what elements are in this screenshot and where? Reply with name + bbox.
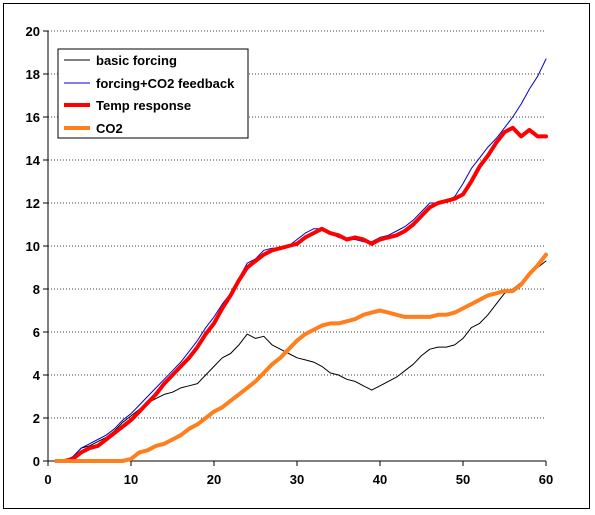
series-line-0	[55, 260, 547, 462]
y-tick-label: 16	[26, 110, 40, 125]
y-tick-label: 10	[26, 239, 40, 254]
grid-lines	[48, 30, 546, 419]
x-tick-label: 10	[124, 472, 138, 487]
y-tick-label: 20	[26, 24, 40, 39]
y-tick-label: 0	[33, 454, 40, 469]
x-tick-label: 60	[539, 472, 553, 487]
series-line-3	[54, 252, 548, 463]
series-line-1	[55, 58, 547, 462]
legend-label: Temp response	[96, 98, 191, 113]
y-tick-label: 6	[33, 325, 40, 340]
y-tick-label: 4	[33, 368, 41, 383]
x-tick-label: 50	[456, 472, 470, 487]
legend-label: CO2	[96, 121, 123, 136]
y-tick-label: 2	[33, 411, 40, 426]
legend: basic forcing forcing+CO2 feedback Temp re…	[57, 48, 249, 139]
y-tick-label: 8	[33, 282, 40, 297]
series-line-2	[54, 125, 548, 463]
x-tick-label: 30	[290, 472, 304, 487]
axes: 0 2 4 6 8 10 12 14 16 18 20 0 10 20 30 40 50 60	[26, 24, 554, 487]
legend-label: basic forcing	[96, 53, 177, 68]
x-tick-label: 0	[44, 472, 51, 487]
x-tick-label: 20	[207, 472, 221, 487]
x-tick-label: 40	[373, 472, 387, 487]
legend-label: forcing+CO2 feedback	[96, 76, 235, 91]
y-tick-label: 14	[26, 153, 41, 168]
y-tick-label: 12	[26, 196, 40, 211]
y-tick-label: 18	[26, 67, 40, 82]
series-lines	[54, 58, 548, 463]
legend-box	[57, 48, 249, 139]
